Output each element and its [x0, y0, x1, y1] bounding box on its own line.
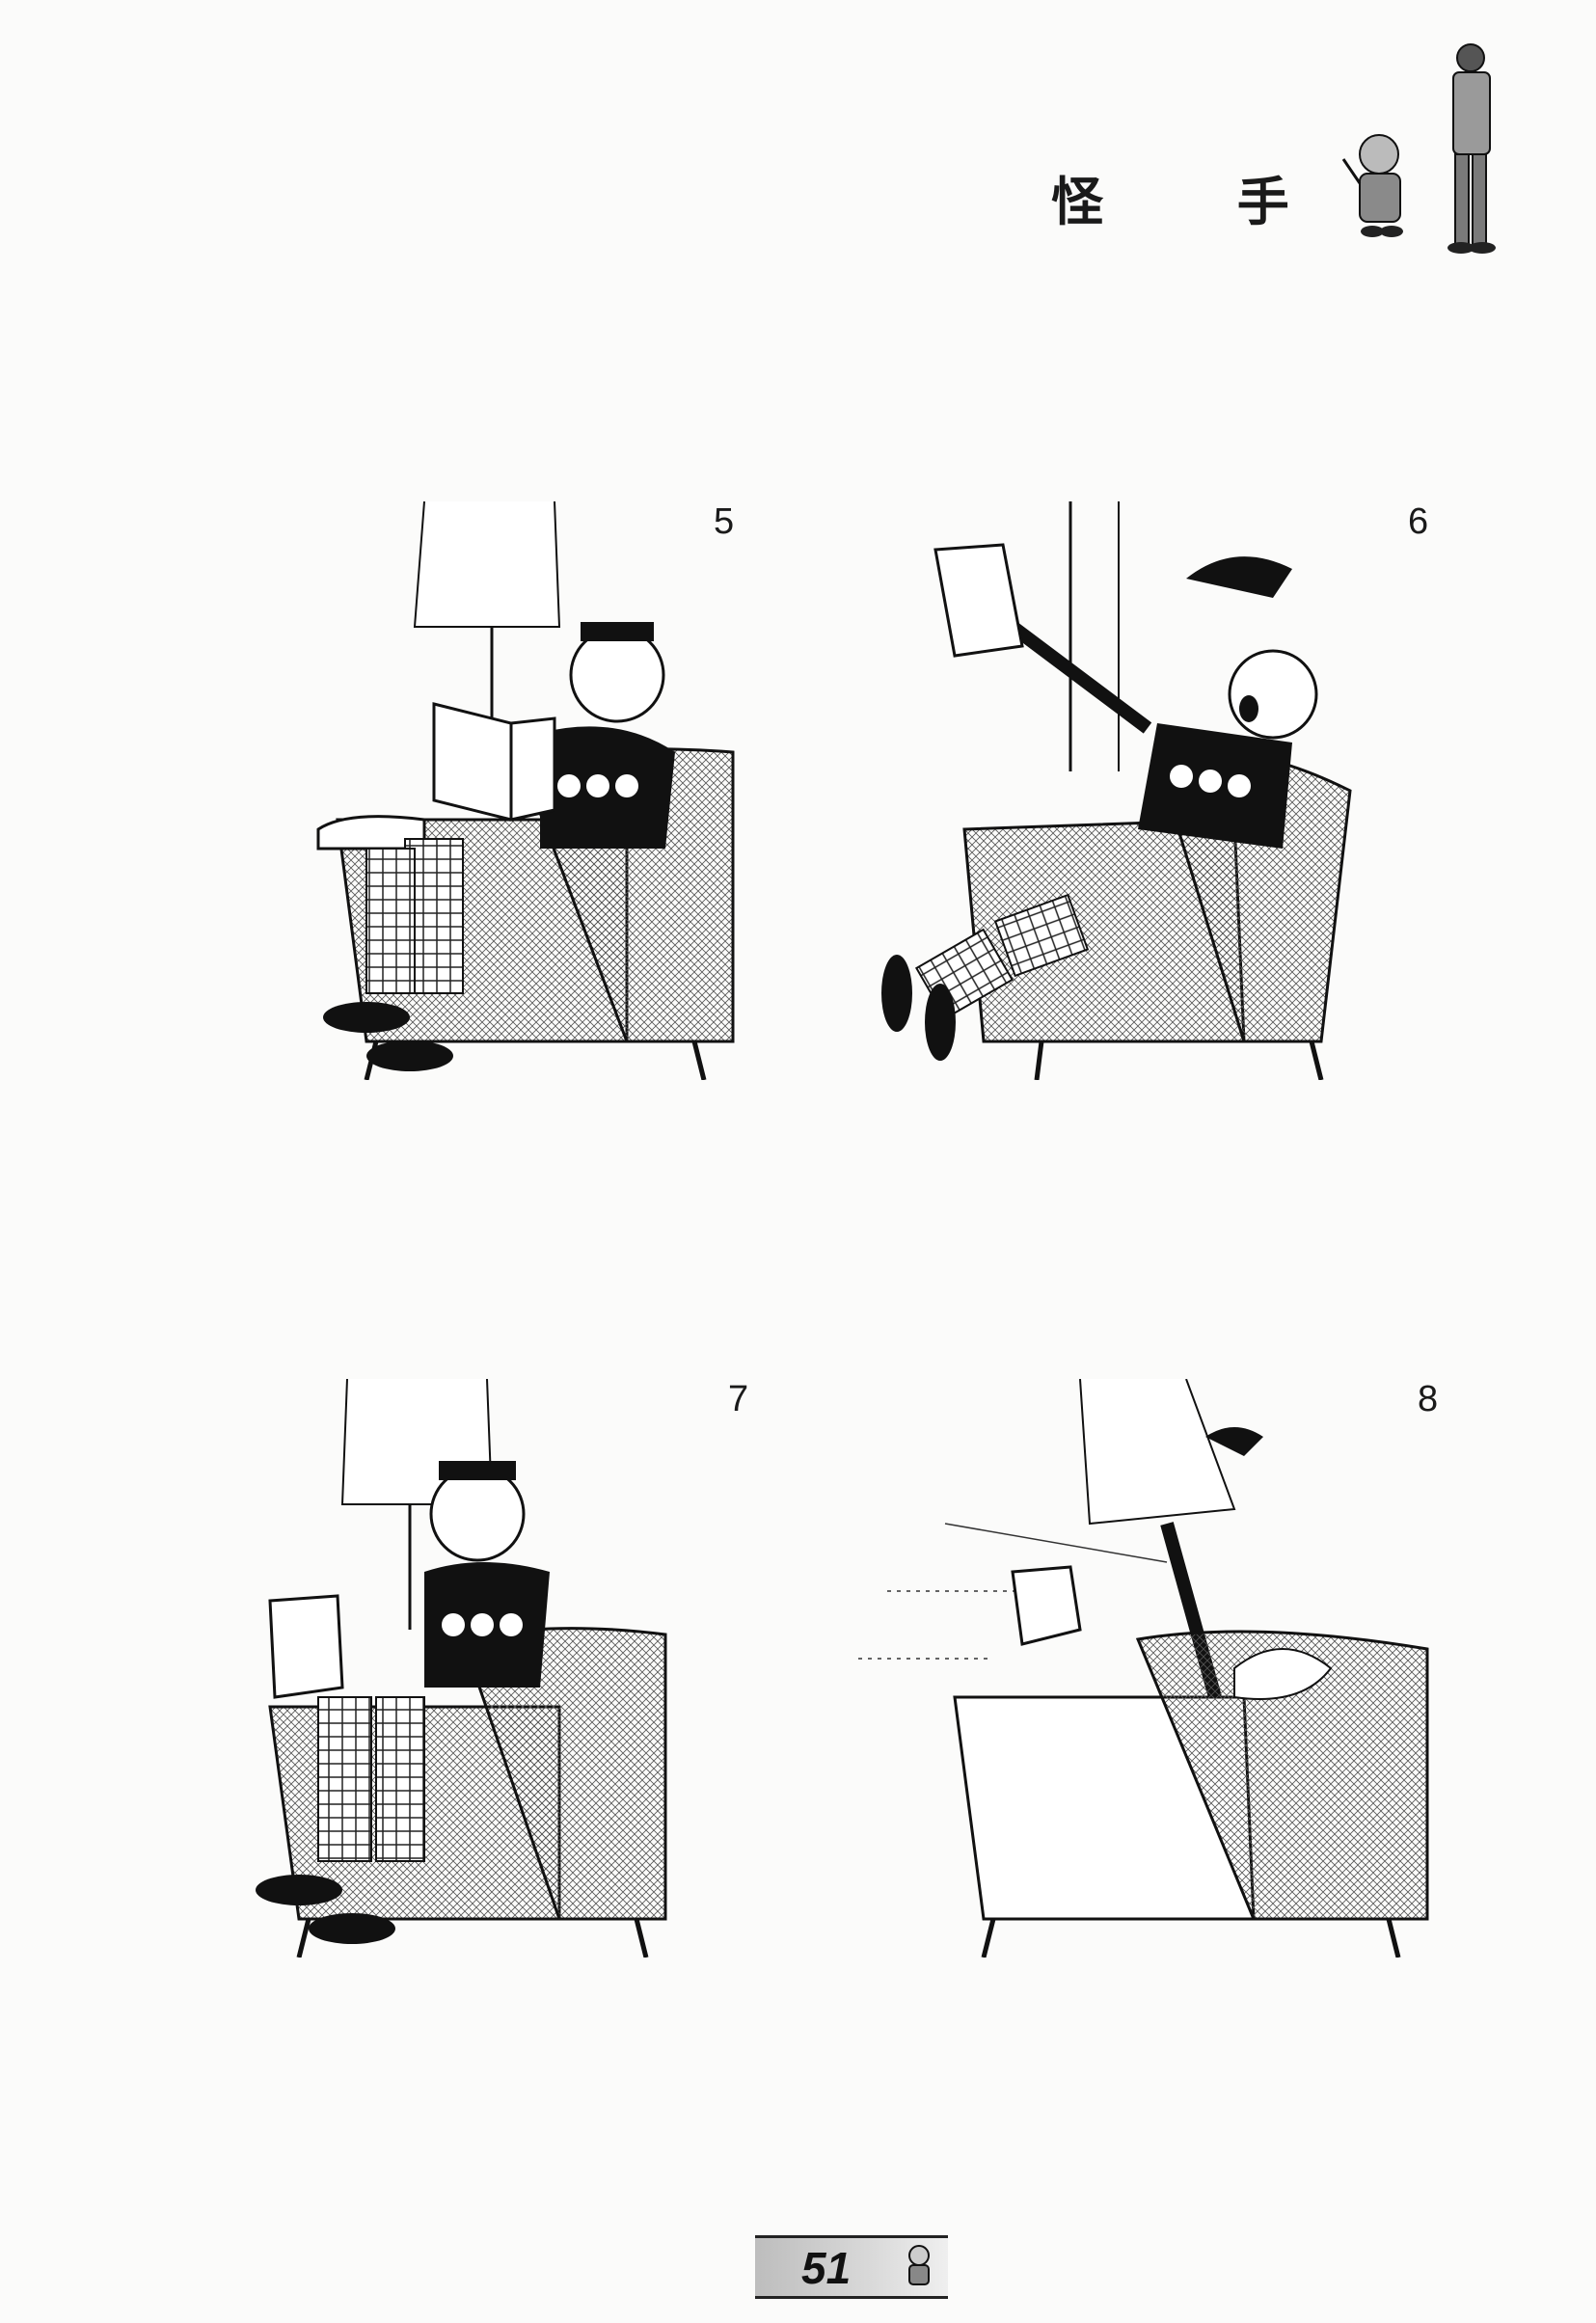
- mascot-characters-illustration: [1341, 43, 1496, 254]
- panel-number: 8: [1418, 1379, 1439, 1419]
- mascot-icon: [908, 2245, 930, 2285]
- page-title: 怪 手: [1051, 171, 1347, 232]
- panel-8-illustration: [858, 1379, 1429, 1958]
- page-number: 51: [801, 2243, 852, 2293]
- panel-number: 5: [714, 501, 735, 542]
- comic-panel-7: 7: [241, 1379, 839, 1977]
- comic-panel-5: 5: [309, 501, 906, 1099]
- page-number-badge: 51: [755, 2235, 948, 2299]
- panel-6-illustration: [881, 501, 1352, 1080]
- comic-panel-8: 8: [849, 1379, 1447, 1977]
- panel-number: 7: [728, 1379, 749, 1419]
- panel-5-illustration: [316, 501, 735, 1080]
- panel-7-illustration: [256, 1379, 667, 1958]
- panel-number: 6: [1408, 501, 1429, 542]
- comic-panel-6: 6: [868, 501, 1466, 1099]
